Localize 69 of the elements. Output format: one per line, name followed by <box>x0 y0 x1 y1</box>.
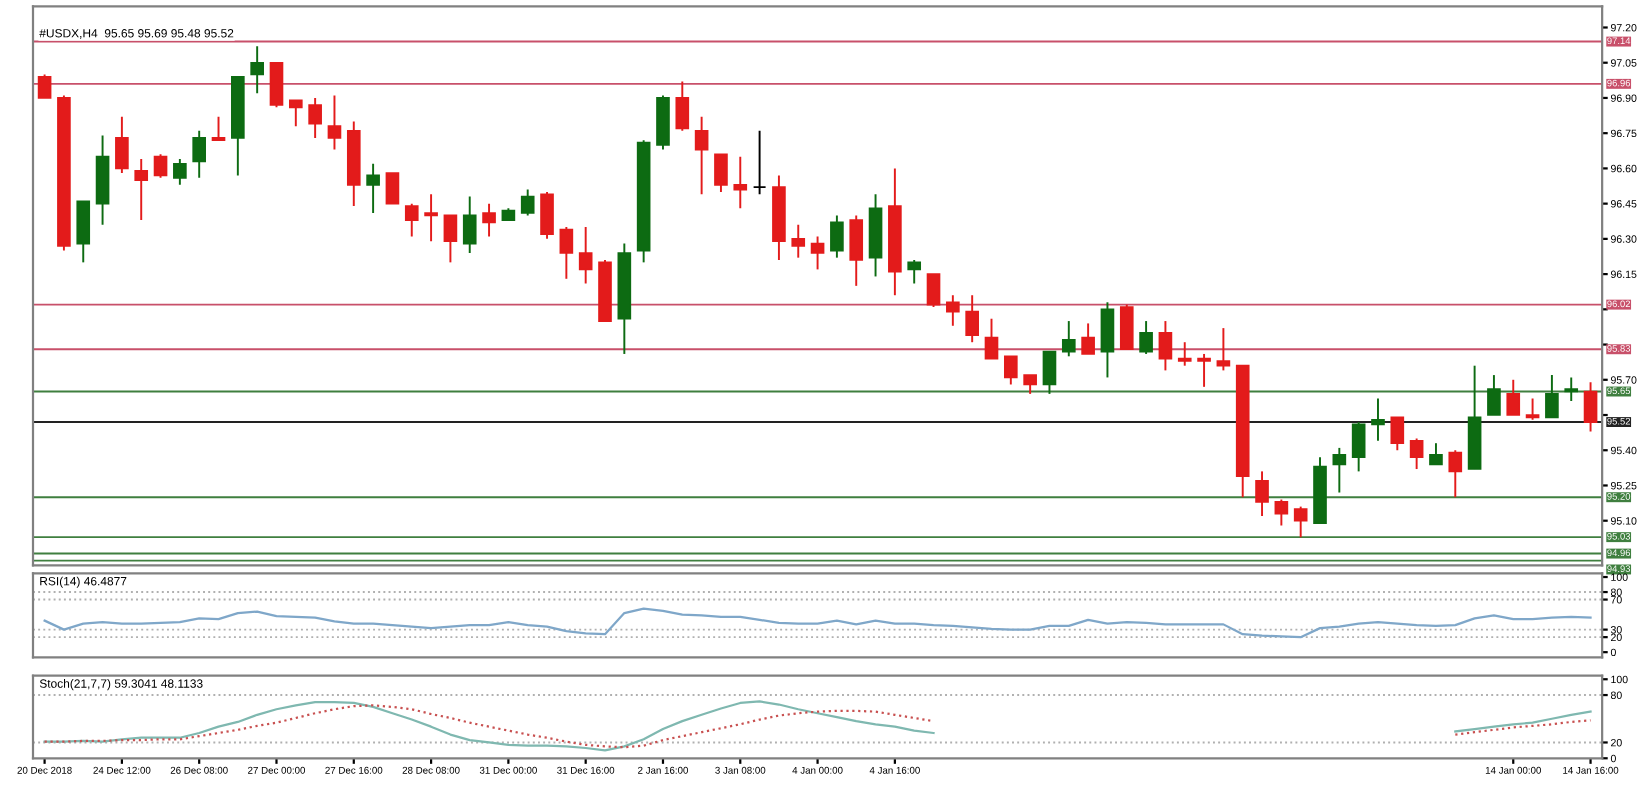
candlestick <box>134 158 149 222</box>
candlestick <box>1100 301 1115 379</box>
candlestick <box>1274 498 1289 527</box>
candlestick <box>211 115 226 142</box>
candlestick <box>424 193 438 243</box>
candlestick <box>540 190 554 240</box>
candlestick <box>1003 355 1018 386</box>
candlestick <box>694 115 709 196</box>
candlestick <box>1448 449 1463 499</box>
candlestick <box>926 273 941 308</box>
candlestick <box>366 162 380 214</box>
candlestick <box>327 94 342 151</box>
candlestick <box>1409 437 1424 470</box>
candlestick <box>733 155 748 210</box>
candlestick <box>810 235 825 271</box>
candlestick <box>675 80 690 132</box>
candlestick <box>1429 442 1443 466</box>
candlestick <box>1081 322 1095 355</box>
candlestick <box>830 214 844 259</box>
candlestick <box>1119 303 1134 351</box>
line-series <box>43 607 1592 639</box>
candlestick <box>1158 320 1173 372</box>
candlestick <box>115 115 129 175</box>
candlestick <box>1371 397 1385 442</box>
candlestick <box>1506 378 1521 416</box>
candlestick <box>1177 341 1192 367</box>
candlestick <box>1061 320 1076 358</box>
candlestick <box>250 45 264 95</box>
candlestick <box>482 202 496 238</box>
candlestick <box>1255 470 1269 517</box>
candlestick <box>520 188 535 217</box>
candlestick <box>1216 327 1231 372</box>
candlestick <box>965 294 979 344</box>
candlestick <box>1525 397 1540 421</box>
candlestick <box>907 259 922 285</box>
candlestick <box>288 99 303 128</box>
candlestick <box>1487 374 1501 416</box>
candlestick <box>1583 381 1598 433</box>
candlestick <box>76 200 91 264</box>
candlestick <box>269 61 284 109</box>
candlestick <box>559 226 574 280</box>
candlestick <box>37 73 52 99</box>
candlestick <box>192 129 207 179</box>
candlestick <box>1293 505 1308 539</box>
candlestick <box>1332 446 1347 494</box>
candlestick <box>95 134 110 226</box>
candlestick <box>1023 374 1037 395</box>
candlestick <box>946 294 960 327</box>
candlestick <box>153 153 168 179</box>
candlestick <box>443 214 458 264</box>
candlestick <box>578 226 593 285</box>
candlestick <box>656 94 670 151</box>
candlestick <box>173 158 187 186</box>
candlestick <box>714 153 728 193</box>
candlestick <box>1545 374 1559 419</box>
candlestick <box>1351 421 1366 473</box>
candlestick <box>984 317 999 360</box>
candlestick <box>1197 352 1211 388</box>
candlestick <box>1564 376 1579 402</box>
candlestick <box>462 195 477 254</box>
candlestick <box>385 172 400 205</box>
candlestick <box>791 223 806 259</box>
candlestick <box>1139 320 1153 355</box>
candlestick <box>1390 416 1405 452</box>
candlestick <box>752 129 767 196</box>
candlestick <box>849 214 864 287</box>
candlestick <box>404 202 419 238</box>
candlestick <box>1042 350 1057 395</box>
candlestick <box>308 96 322 139</box>
